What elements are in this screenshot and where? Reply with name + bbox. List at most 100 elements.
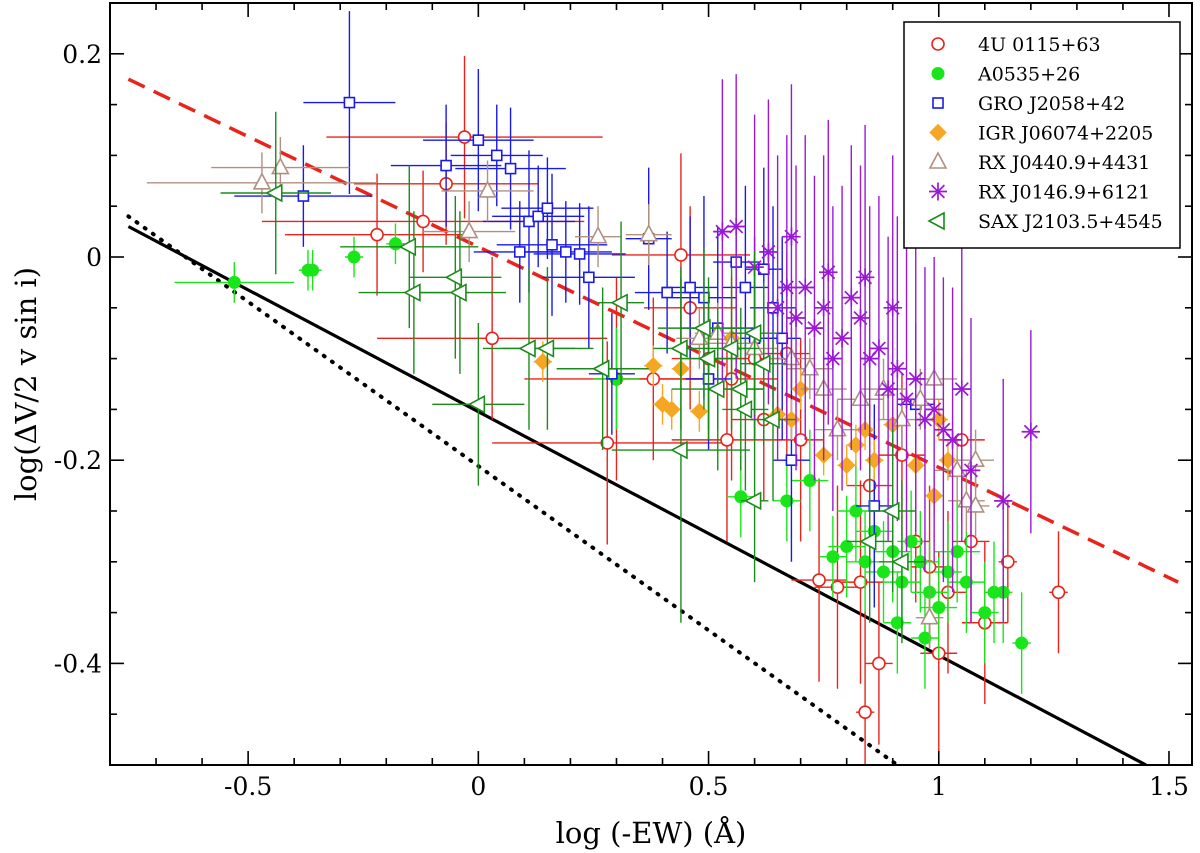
data-point <box>252 172 272 190</box>
data-point <box>803 474 817 488</box>
legend-entry: SAX J2103.5+4545 <box>927 211 1163 233</box>
data-point <box>440 159 452 172</box>
legend-label: SAX J2103.5+4545 <box>978 211 1163 233</box>
data-point <box>859 532 877 551</box>
y-tick-label: 0 <box>86 243 102 272</box>
data-point <box>776 332 789 345</box>
data-point <box>472 134 485 146</box>
line-black-solid <box>127 225 1147 765</box>
data-point <box>743 491 762 511</box>
y-axis-label: log(ΔV/2 v sin i) <box>9 267 43 501</box>
data-point <box>536 339 555 358</box>
data-series <box>146 11 1068 765</box>
data-point <box>762 410 780 429</box>
data-point <box>906 369 925 388</box>
legend-entry: RX J0146.9+6121 <box>929 182 1150 204</box>
legend-entry: RX J0440.9+4431 <box>928 151 1150 174</box>
data-point <box>879 380 898 399</box>
data-point <box>444 267 463 287</box>
data-point <box>943 430 962 449</box>
data-point <box>532 210 544 223</box>
data-point <box>449 283 467 302</box>
data-point <box>932 601 946 615</box>
data-point <box>785 454 798 467</box>
data-point <box>690 402 709 421</box>
data-point <box>478 180 497 198</box>
data-point <box>734 490 748 504</box>
legend-marker <box>929 182 947 201</box>
data-point <box>890 616 904 630</box>
data-point <box>883 298 902 317</box>
data-point <box>490 149 503 162</box>
y-tick-label: 0.2 <box>62 40 102 69</box>
x-tick-label: 0 <box>470 772 486 801</box>
legend-entry: 4U 0115+63 <box>931 34 1101 56</box>
legend-entry: GRO J2058+42 <box>932 93 1125 115</box>
data-point <box>583 271 595 284</box>
data-point <box>403 283 421 302</box>
data-point <box>713 222 732 241</box>
data-point <box>849 504 863 518</box>
plot-frame <box>109 2 1193 766</box>
data-point <box>416 214 430 229</box>
data-point <box>720 433 734 447</box>
legend-label: 4U 0115+63 <box>978 34 1101 56</box>
data-point <box>541 202 554 215</box>
legend-marker <box>931 67 945 80</box>
data-point <box>830 580 845 595</box>
y-tick-label: -0.2 <box>54 446 102 475</box>
x-axis-label: log (-EW) (Å) <box>556 815 747 850</box>
data-point <box>1021 422 1040 441</box>
data-point <box>1015 636 1029 650</box>
data-point <box>730 379 748 399</box>
data-point <box>518 339 536 358</box>
data-point <box>227 275 241 289</box>
data-point <box>856 268 875 287</box>
fit-lines <box>126 77 1179 765</box>
data-point <box>1001 554 1015 569</box>
data-point <box>796 278 815 297</box>
data-point <box>591 359 610 379</box>
x-tick-label: 1.5 <box>1149 772 1189 801</box>
legend-marker <box>932 97 944 109</box>
data-point <box>600 436 615 450</box>
data-point <box>882 501 900 521</box>
data-point <box>727 217 746 236</box>
data-point <box>513 246 526 258</box>
data-point <box>707 379 725 399</box>
data-point <box>573 248 586 260</box>
data-point <box>858 555 872 569</box>
data-point <box>743 323 762 343</box>
data-point <box>805 319 824 338</box>
data-point <box>994 491 1013 510</box>
axis-ticks: -0.5 0 0.5 1 1.5 -0.4 -0.2 0 0.2 <box>54 2 1192 801</box>
data-point <box>653 395 672 414</box>
data-point <box>370 227 384 242</box>
legend-label: IGR J06074+2205 <box>978 123 1153 145</box>
data-point <box>915 410 934 429</box>
data-point <box>693 318 711 338</box>
data-point <box>959 575 973 589</box>
data-point <box>777 278 796 297</box>
data-point <box>925 400 944 419</box>
data-point <box>768 298 787 317</box>
data-point <box>782 227 801 246</box>
data-point <box>720 339 739 358</box>
data-point <box>891 552 909 572</box>
data-point <box>753 354 771 374</box>
data-point <box>888 359 907 378</box>
data-point <box>739 281 752 294</box>
data-point <box>588 225 608 244</box>
legend: 4U 0115+63 A0535+26 GRO J2058+42 IGR J06074… <box>903 21 1181 249</box>
data-point <box>833 329 852 348</box>
data-point <box>952 380 971 399</box>
data-point <box>661 286 673 299</box>
data-point <box>918 631 932 645</box>
y-tick-label: -0.4 <box>54 649 102 678</box>
x-tick-label: 1 <box>931 772 947 801</box>
data-point <box>1051 585 1066 600</box>
legend-marker <box>928 151 948 169</box>
data-point <box>858 705 872 719</box>
legend-label: RX J0146.9+6121 <box>978 182 1150 204</box>
